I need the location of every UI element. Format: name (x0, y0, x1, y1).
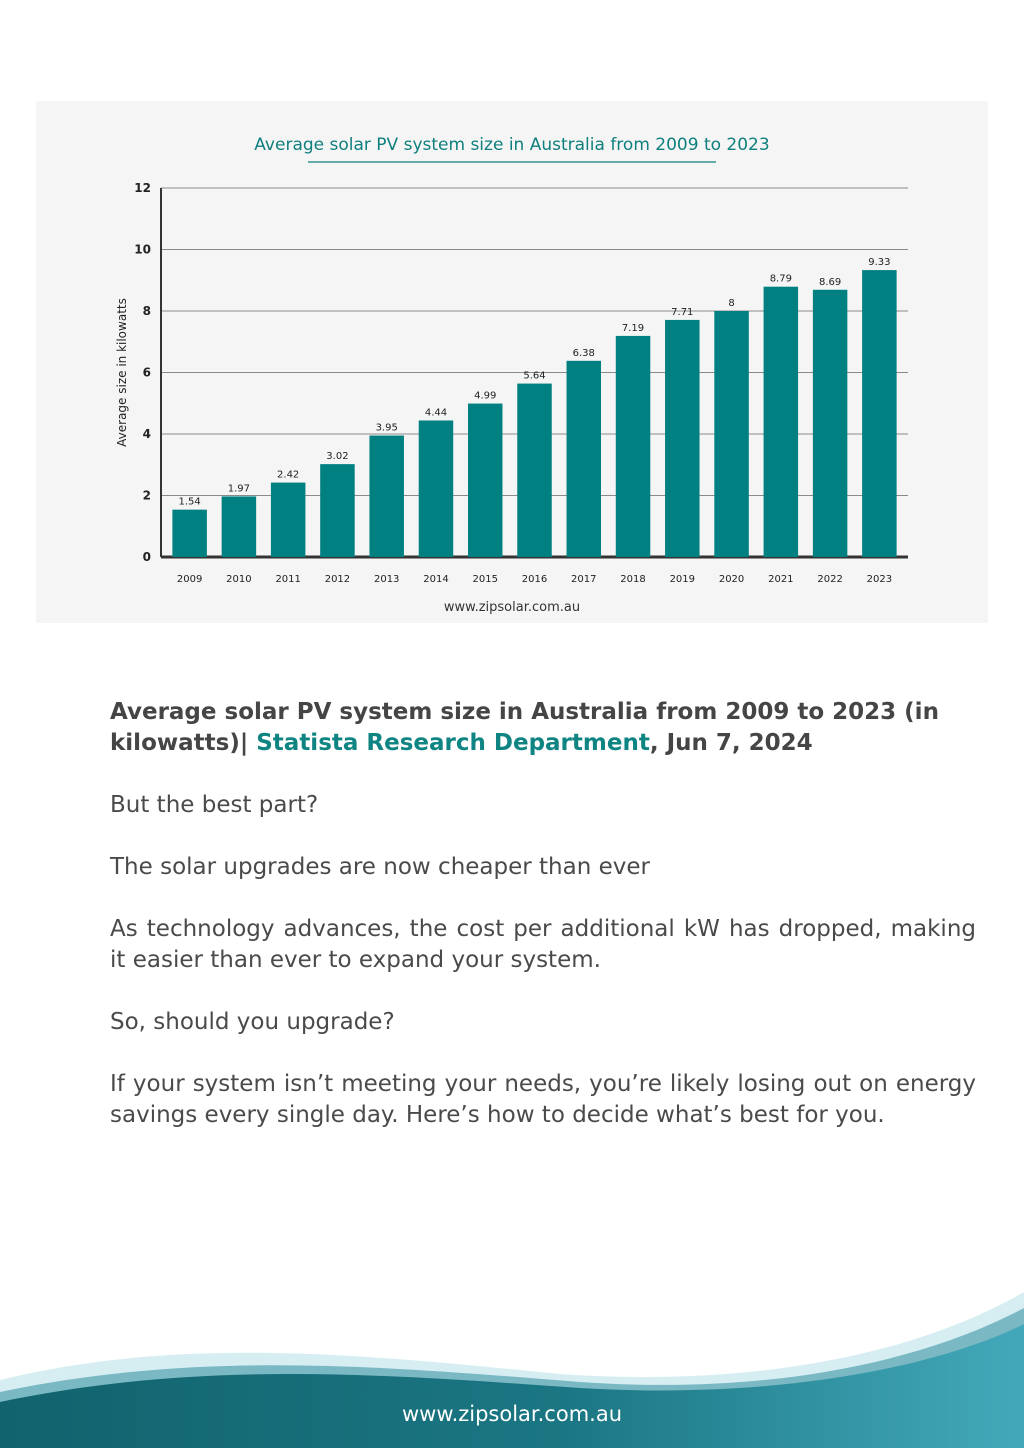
x-tick-label: 2018 (620, 574, 645, 585)
bar-value-label: 8.79 (770, 274, 792, 285)
bar-value-label: 4.99 (474, 391, 496, 402)
y-tick-label: 2 (143, 489, 151, 503)
caption-source-link[interactable]: Statista Research Department (256, 730, 650, 756)
y-tick-label: 0 (143, 550, 151, 564)
x-tick-label: 2017 (571, 574, 596, 585)
y-tick-label: 6 (143, 366, 151, 380)
x-tick-label: 2013 (374, 574, 399, 585)
x-tick-label: 2020 (719, 574, 744, 585)
bar (812, 289, 848, 557)
y-tick-label: 12 (134, 181, 151, 195)
x-tick-label: 2014 (423, 574, 448, 585)
bar (714, 311, 749, 557)
bar-value-label: 7.71 (671, 307, 693, 318)
caption-date: , Jun 7, 2024 (649, 730, 813, 756)
chart-source-note: www.zipsolar.com.au (444, 600, 580, 615)
chart-caption: Average solar PV system size in Australi… (110, 697, 976, 759)
x-tick-label: 2011 (275, 574, 300, 585)
x-tick-label: 2010 (226, 574, 251, 585)
paragraph-cheaper: The solar upgrades are now cheaper than … (110, 854, 650, 880)
bar-value-label: 7.19 (622, 323, 644, 334)
x-tick-label: 2023 (867, 574, 892, 585)
x-tick-label: 2016 (522, 574, 547, 585)
y-tick-label: 4 (143, 427, 151, 441)
bar-value-label: 8 (728, 298, 734, 309)
x-tick-label: 2015 (473, 574, 498, 585)
bar (665, 319, 700, 557)
bar (369, 435, 404, 557)
caption-text: Average solar PV system size in Australi… (110, 699, 939, 756)
bar-value-label: 3.95 (376, 423, 398, 434)
x-tick-label: 2019 (670, 574, 695, 585)
y-tick-label: 10 (134, 243, 151, 257)
x-tick-label: 2012 (325, 574, 350, 585)
bar-value-label: 2.42 (277, 470, 299, 481)
footer-wave (0, 1262, 1024, 1448)
x-tick-label: 2021 (768, 574, 793, 585)
bar (270, 482, 306, 557)
bar (418, 420, 454, 557)
bar (615, 335, 651, 557)
y-tick-label: 8 (143, 304, 151, 318)
bar-value-label: 1.54 (179, 497, 201, 508)
x-tick-label: 2009 (177, 574, 202, 585)
bar (467, 403, 503, 557)
bar (320, 464, 355, 557)
paragraph-decide: If your system isn’t meeting your needs,… (110, 1071, 976, 1128)
bar (172, 509, 207, 557)
bar (862, 270, 897, 557)
bar-value-label: 8.69 (819, 277, 841, 288)
bar-value-label: 9.33 (868, 257, 890, 268)
bar-chart: Average solar PV system size in Australi… (115, 135, 908, 615)
bar (566, 360, 602, 557)
y-axis-label: Average size in kilowatts (115, 298, 129, 447)
bar-value-label: 6.38 (573, 348, 595, 359)
paragraph-technology: As technology advances, the cost per add… (110, 916, 976, 973)
bar-value-label: 4.44 (425, 407, 447, 418)
bar-value-label: 5.64 (523, 371, 545, 382)
bar (221, 496, 257, 557)
bar (763, 286, 799, 557)
footer-url-link[interactable]: www.zipsolar.com.au (401, 1402, 623, 1426)
paragraph-best-part: But the best part? (110, 792, 319, 818)
chart-card: Average solar PV system size in Australi… (36, 101, 988, 623)
wave-graphic (0, 1292, 1024, 1448)
bar-value-label: 3.02 (326, 451, 348, 462)
x-tick-label: 2022 (817, 574, 842, 585)
chart-title: Average solar PV system size in Australi… (254, 135, 769, 155)
bar (517, 383, 552, 557)
bar-value-label: 1.97 (228, 483, 250, 494)
paragraph-should-upgrade: So, should you upgrade? (110, 1009, 395, 1035)
